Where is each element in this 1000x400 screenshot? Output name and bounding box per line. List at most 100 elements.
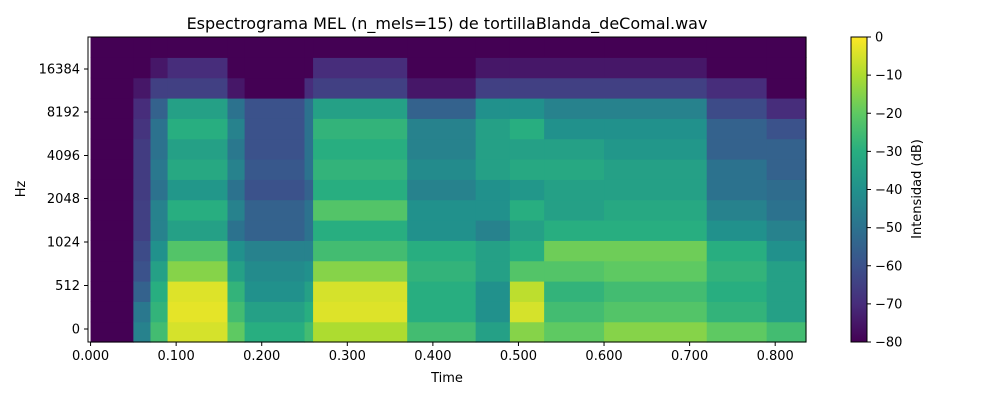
heatmap-cell-s10-b4 bbox=[509, 240, 545, 262]
heatmap-cell-s2-b1 bbox=[150, 301, 169, 323]
heatmap-cell-s7-b1 bbox=[313, 301, 408, 323]
colorbar-tick-label: −60 bbox=[875, 259, 902, 274]
heatmap-cell-s10-b9 bbox=[509, 138, 545, 160]
heatmap-cell-s14-b9 bbox=[766, 138, 807, 160]
heatmap-cell-s2-b10 bbox=[150, 118, 169, 140]
heatmap-cell-s2-b4 bbox=[150, 240, 169, 262]
heatmap-cell-s7-b5 bbox=[313, 220, 408, 241]
heatmap-cell-s8-b12 bbox=[407, 77, 477, 99]
heatmap-cell-s7-b10 bbox=[313, 118, 408, 140]
heatmap-cell-s9-b13 bbox=[475, 57, 511, 79]
heatmap-cell-s1-b7 bbox=[133, 179, 152, 201]
heatmap-cell-s3-b1 bbox=[167, 301, 229, 323]
heatmap-cell-s13-b7 bbox=[706, 179, 768, 201]
heatmap-cell-s2-b9 bbox=[150, 138, 169, 160]
heatmap-cell-s8-b2 bbox=[407, 281, 477, 302]
heatmap-cell-s12-b12 bbox=[604, 77, 708, 99]
heatmap-cell-s3-b7 bbox=[167, 179, 229, 201]
heatmap-cell-s11-b3 bbox=[544, 260, 605, 282]
heatmap-cell-s4-b8 bbox=[227, 159, 246, 180]
heatmap-cell-s3-b6 bbox=[167, 199, 229, 221]
heatmap-cell-s11-b0 bbox=[544, 321, 605, 343]
heatmap-cell-s0-b11 bbox=[90, 98, 134, 119]
heatmap-cell-s2-b7 bbox=[150, 179, 169, 201]
heatmap-cell-s3-b11 bbox=[167, 98, 229, 119]
heatmap-cell-s5-b4 bbox=[244, 240, 306, 262]
heatmap-cell-s3-b9 bbox=[167, 138, 229, 160]
heatmap-cell-s3-b0 bbox=[167, 321, 229, 343]
heatmap-cell-s8-b5 bbox=[407, 220, 477, 241]
heatmap-cell-s4-b9 bbox=[227, 138, 246, 160]
heatmap-cell-s1-b13 bbox=[133, 57, 152, 79]
heatmap-cell-s5-b9 bbox=[244, 138, 306, 160]
heatmap-cell-s1-b11 bbox=[133, 98, 152, 119]
heatmap-cell-s1-b10 bbox=[133, 118, 152, 140]
heatmap-cell-s11-b4 bbox=[544, 240, 605, 262]
heatmap-cell-s4-b13 bbox=[227, 57, 246, 79]
heatmap-cell-s4-b4 bbox=[227, 240, 246, 262]
colorbar-tick-label: −20 bbox=[875, 107, 902, 122]
heatmap-cell-s0-b9 bbox=[90, 138, 134, 160]
x-tick-label: 0.700 bbox=[671, 349, 708, 364]
heatmap-cell-s14-b4 bbox=[766, 240, 807, 262]
heatmap-cell-s3-b10 bbox=[167, 118, 229, 140]
heatmap-cell-s0-b1 bbox=[90, 301, 134, 323]
colorbar-tick-label: −40 bbox=[875, 183, 902, 198]
heatmap-cell-s9-b9 bbox=[475, 138, 511, 160]
heatmap-cell-s6-b3 bbox=[304, 260, 314, 282]
heatmap-cell-s6-b9 bbox=[304, 138, 314, 160]
heatmap-cell-s8-b0 bbox=[407, 321, 477, 343]
colorbar-tick-label: −30 bbox=[875, 145, 902, 160]
heatmap-cell-s8-b11 bbox=[407, 98, 477, 119]
heatmap-cell-s13-b4 bbox=[706, 240, 768, 262]
heatmap-cell-s8-b4 bbox=[407, 240, 477, 262]
heatmap-cell-s4-b6 bbox=[227, 199, 246, 221]
heatmap-cell-s7-b6 bbox=[313, 199, 408, 221]
heatmap-cell-s7-b4 bbox=[313, 240, 408, 262]
colorbar-tick-label: −70 bbox=[875, 297, 902, 312]
y-tick-label: 8192 bbox=[47, 106, 80, 121]
heatmap-cell-s4-b11 bbox=[227, 98, 246, 119]
heatmap-cell-s12-b7 bbox=[604, 179, 708, 201]
heatmap-cell-s11-b8 bbox=[544, 159, 605, 180]
heatmap-cell-s10-b8 bbox=[509, 159, 545, 180]
heatmap-cell-s13-b8 bbox=[706, 159, 768, 180]
heatmap-cell-s7-b13 bbox=[313, 57, 408, 79]
heatmap-cell-s13-b13 bbox=[706, 57, 768, 79]
heatmap-cell-s10-b10 bbox=[509, 118, 545, 140]
heatmap-cell-s0-b0 bbox=[90, 321, 134, 343]
heatmap-cell-s11-b9 bbox=[544, 138, 605, 160]
heatmap-cell-s12-b3 bbox=[604, 260, 708, 282]
heatmap-cell-s10-b5 bbox=[509, 220, 545, 241]
colorbar-label: Intensidad (dB) bbox=[910, 139, 925, 239]
heatmap-cell-s2-b14 bbox=[150, 37, 169, 58]
heatmap-cell-s9-b12 bbox=[475, 77, 511, 99]
y-tick-label: 512 bbox=[55, 279, 80, 294]
heatmap-cell-s4-b7 bbox=[227, 179, 246, 201]
heatmap-cell-s9-b11 bbox=[475, 98, 511, 119]
y-tick-label: 2048 bbox=[47, 192, 80, 207]
heatmap-cell-s5-b13 bbox=[244, 57, 306, 79]
heatmap-cell-s8-b10 bbox=[407, 118, 477, 140]
heatmap-cell-s13-b14 bbox=[706, 37, 768, 58]
heatmap-cell-s3-b2 bbox=[167, 281, 229, 302]
heatmap-cell-s2-b0 bbox=[150, 321, 169, 343]
x-tick-label: 0.500 bbox=[500, 349, 537, 364]
heatmap-cell-s3-b3 bbox=[167, 260, 229, 282]
heatmap-cell-s5-b2 bbox=[244, 281, 306, 302]
heatmap-cell-s8-b9 bbox=[407, 138, 477, 160]
heatmap-cell-s9-b0 bbox=[475, 321, 511, 343]
heatmap-cell-s0-b13 bbox=[90, 57, 134, 79]
heatmap-cell-s5-b11 bbox=[244, 98, 306, 119]
heatmap-cell-s5-b8 bbox=[244, 159, 306, 180]
heatmap-cell-s5-b3 bbox=[244, 260, 306, 282]
heatmap-cell-s7-b12 bbox=[313, 77, 408, 99]
heatmap-cell-s9-b8 bbox=[475, 159, 511, 180]
heatmap-cell-s5-b12 bbox=[244, 77, 306, 99]
heatmap-cell-s7-b11 bbox=[313, 98, 408, 119]
heatmap-cell-s12-b1 bbox=[604, 301, 708, 323]
heatmap-cell-s14-b8 bbox=[766, 159, 807, 180]
heatmap-cell-s13-b12 bbox=[706, 77, 768, 99]
heatmap-cell-s1-b9 bbox=[133, 138, 152, 160]
heatmap-cell-s5-b0 bbox=[244, 321, 306, 343]
